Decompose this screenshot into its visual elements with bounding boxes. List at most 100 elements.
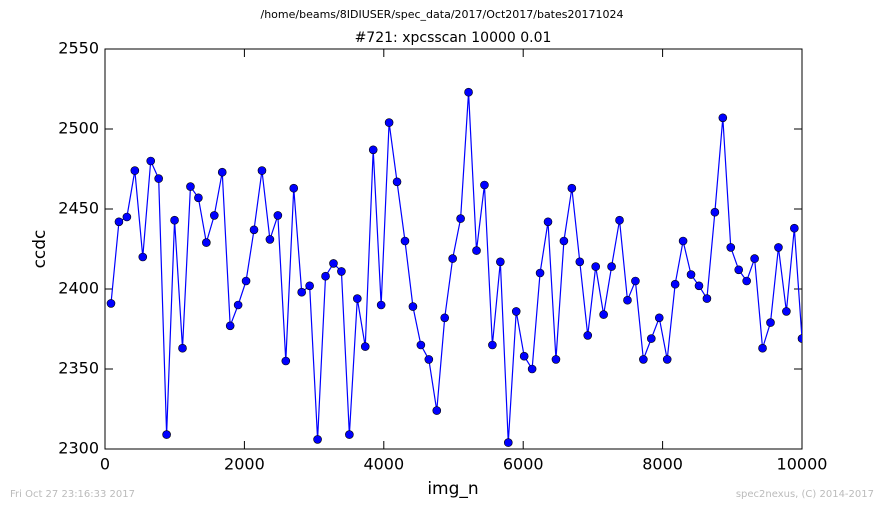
y-tick-label: 2500	[58, 119, 99, 138]
data-point	[488, 340, 497, 350]
data-point	[639, 355, 648, 364]
data-point	[194, 193, 203, 203]
data-point	[400, 236, 410, 246]
data-point	[726, 243, 736, 252]
data-point	[154, 174, 163, 183]
data-point	[432, 406, 442, 415]
y-axis-label: ccdc	[30, 230, 50, 269]
data-point	[122, 212, 132, 222]
data-point	[416, 340, 426, 350]
data-point	[496, 257, 505, 267]
data-point	[774, 243, 783, 252]
data-point	[662, 355, 672, 364]
data-point	[146, 156, 156, 166]
x-tick-label: 8000	[642, 455, 683, 474]
data-point	[265, 235, 275, 244]
data-point	[138, 252, 148, 262]
data-point	[392, 177, 402, 187]
data-point	[249, 225, 259, 235]
data-point	[162, 430, 171, 439]
x-tick-label: 2000	[224, 455, 265, 474]
suptitle: /home/beams/8IDIUSER/spec_data/2017/Oct2…	[261, 8, 624, 21]
y-tick-label: 2350	[58, 359, 99, 378]
data-point	[345, 430, 354, 439]
data-point	[710, 207, 720, 217]
data-point	[225, 321, 235, 331]
data-point	[170, 215, 179, 225]
data-point	[758, 343, 767, 353]
data-point	[360, 342, 370, 351]
data-point	[782, 307, 791, 316]
x-tick-label: 6000	[503, 455, 544, 474]
data-point	[797, 334, 802, 343]
data-point	[472, 246, 481, 255]
data-point	[297, 287, 306, 297]
data-point	[718, 113, 728, 123]
data-point	[607, 262, 616, 271]
data-point	[217, 167, 227, 177]
data-point	[591, 262, 600, 271]
data-point	[456, 214, 465, 223]
data-point	[440, 313, 450, 323]
y-tick-label: 2450	[58, 199, 99, 218]
data-point	[384, 118, 394, 127]
data-point	[305, 281, 314, 291]
data-point	[742, 276, 751, 286]
data-point	[511, 307, 521, 316]
y-tick-label: 2400	[58, 279, 99, 298]
data-point	[178, 343, 187, 353]
data-point	[202, 238, 211, 247]
y-tick-label: 2550	[58, 39, 99, 58]
x-axis-label: img_n	[427, 479, 478, 499]
data-point	[678, 236, 688, 246]
x-tick-label: 10000	[777, 455, 828, 474]
data-point	[686, 270, 696, 279]
data-point	[353, 294, 362, 303]
data-point	[750, 254, 759, 263]
data-point	[654, 313, 664, 323]
data-point	[329, 259, 338, 268]
data-point	[424, 355, 434, 364]
data-point	[527, 364, 537, 374]
data-point	[448, 254, 457, 263]
data-point	[702, 294, 712, 303]
data-point	[106, 299, 116, 308]
footer-right: spec2nexus, (C) 2014-2017	[736, 489, 874, 500]
data-point	[543, 217, 553, 227]
data-point	[670, 279, 680, 289]
data-point	[289, 183, 299, 193]
data-point	[233, 300, 243, 310]
data-line	[110, 92, 802, 443]
data-point	[615, 215, 624, 225]
data-point	[519, 351, 529, 361]
data-point	[623, 295, 632, 305]
data-point	[535, 268, 545, 278]
x-tick-label: 4000	[363, 455, 404, 474]
data-point	[209, 211, 219, 220]
data-point	[337, 267, 346, 276]
data-point	[599, 310, 608, 319]
data-point	[281, 356, 291, 366]
chart-title: #721: xpcsscan 10000 0.01	[355, 30, 552, 46]
x-tick-label: 0	[100, 455, 110, 474]
plot-area	[106, 87, 802, 447]
data-point	[257, 166, 267, 175]
footer-left: Fri Oct 27 23:16:33 2017	[10, 489, 135, 500]
data-point	[376, 300, 386, 310]
data-point	[368, 145, 378, 155]
data-point	[273, 211, 283, 220]
data-point	[631, 276, 640, 286]
data-point	[575, 257, 585, 267]
data-point	[647, 334, 656, 343]
data-point	[583, 331, 593, 340]
data-point	[114, 217, 124, 227]
data-point	[480, 180, 489, 190]
data-point	[503, 438, 513, 447]
data-point	[464, 87, 473, 97]
data-point	[734, 265, 744, 275]
data-point	[567, 183, 577, 193]
data-point	[241, 276, 251, 286]
data-point	[130, 166, 140, 175]
data-point	[551, 355, 561, 364]
